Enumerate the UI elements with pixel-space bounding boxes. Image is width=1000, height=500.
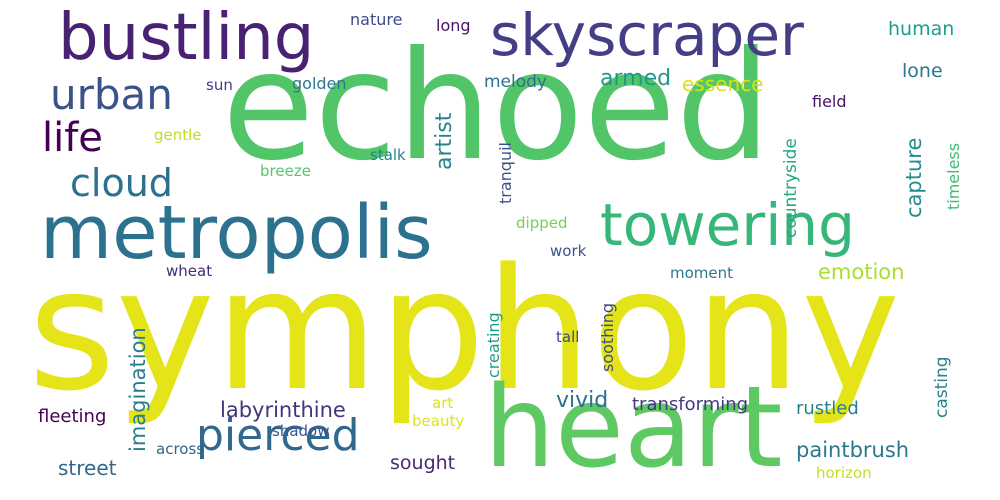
word-lone: lone [902,60,943,82]
word-timeless: timeless [944,142,963,210]
word-vivid: vivid [556,388,609,413]
word-cloud: cloud [70,161,173,205]
word-transforming: transforming [632,394,749,415]
word-melody: melody [484,72,547,92]
word-heart: heart [484,363,783,493]
word-wheat: wheat [166,262,213,280]
word-horizon: horizon [816,464,872,482]
word-golden: golden [292,74,347,93]
word-sought: sought [390,452,456,474]
word-artist: artist [432,112,457,170]
word-work: work [550,242,587,260]
word-street: street [58,456,117,480]
word-towering: towering [600,191,855,259]
word-symphony: symphony [28,232,901,428]
word-human: human [888,18,955,40]
word-long: long [436,16,471,35]
word-imagination: imagination [126,327,150,452]
word-fleeting: fleeting [38,406,107,427]
word-beauty: beauty [412,412,465,430]
word-armed: armed [600,66,672,91]
word-casting: casting [932,356,952,418]
word-rustled: rustled [796,398,859,419]
word-art: art [432,394,454,412]
word-metropolis: metropolis [40,190,433,276]
word-pierced: pierced [196,410,360,461]
word-nature: nature [350,10,403,29]
word-soothing: soothing [598,302,617,372]
word-breeze: breeze [260,162,311,180]
word-dipped: dipped [516,214,568,232]
word-capture: capture [902,137,926,218]
word-paintbrush: paintbrush [796,438,910,462]
word-skyscraper: skyscraper [490,1,804,69]
word-across: across [156,440,205,458]
word-urban: urban [50,70,173,119]
word-field: field [812,92,847,111]
word-tranquil: tranquil [496,142,515,204]
word-life: life [42,115,103,161]
word-moment: moment [670,264,734,282]
word-emotion: emotion [818,260,905,284]
word-gentle: gentle [154,126,202,144]
word-bustling: bustling [58,1,315,75]
word-echoed: echoed [222,20,772,194]
word-tall: tall [556,328,580,346]
word-stalk: stalk [370,146,406,164]
word-shadow: shadow [272,422,330,440]
word-sun: sun [206,76,233,94]
word-essence: essence [682,72,764,96]
word-creating: creating [484,312,503,378]
word-labyrinthine: labyrinthine [220,398,346,422]
word-countryside: countryside [781,138,801,238]
